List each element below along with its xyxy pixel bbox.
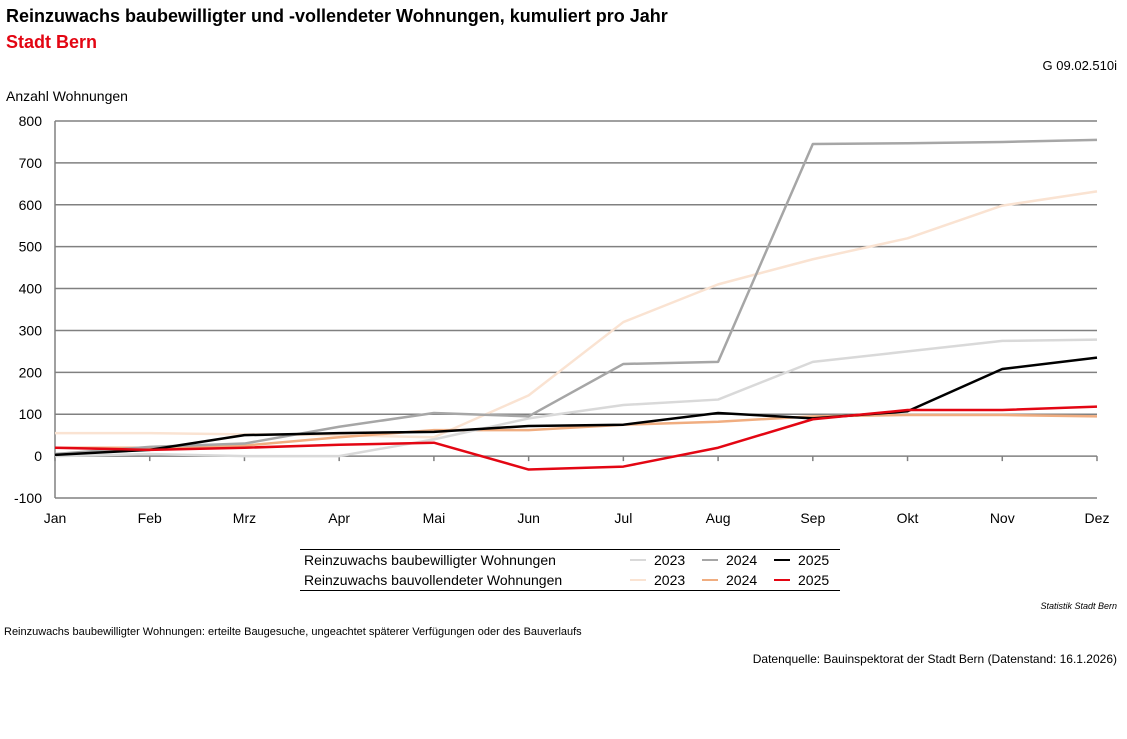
x-tick-label: Jun bbox=[517, 510, 540, 526]
series-line-vollendet-2025 bbox=[54, 405, 1098, 471]
legend-swatch bbox=[774, 559, 790, 561]
x-tick-label: Jan bbox=[44, 510, 67, 526]
legend-entry: 2024 bbox=[696, 572, 768, 588]
x-tick-label: Nov bbox=[990, 510, 1015, 526]
legend-label: 2025 bbox=[798, 572, 830, 588]
legend-swatch bbox=[702, 559, 718, 561]
series-line-bewilligt-2023 bbox=[54, 338, 1098, 458]
legend-entry: 2025 bbox=[768, 552, 840, 568]
legend-group-label: Reinzuwachs baubewilligter Wohnungen bbox=[304, 552, 556, 568]
x-tick-label: Mai bbox=[423, 510, 446, 526]
x-tick-label: Dez bbox=[1085, 510, 1110, 526]
chart-title: Reinzuwachs baubewilligter und -vollende… bbox=[6, 6, 668, 26]
legend-entry: 2025 bbox=[768, 572, 840, 588]
y-tick-label: 100 bbox=[19, 406, 43, 422]
legend-label: 2023 bbox=[654, 572, 686, 588]
y-tick-label: 300 bbox=[19, 322, 43, 338]
x-tick-label: Sep bbox=[800, 510, 825, 526]
legend-entry: 2023 bbox=[624, 552, 696, 568]
footnote: Reinzuwachs baubewilligter Wohnungen: er… bbox=[4, 626, 582, 638]
x-tick-label: Feb bbox=[138, 510, 162, 526]
legend-entry: 2024 bbox=[696, 552, 768, 568]
x-tick-label: Apr bbox=[328, 510, 350, 526]
credit: Statistik Stadt Bern bbox=[1040, 601, 1117, 611]
chart-subtitle: Stadt Bern bbox=[6, 32, 98, 52]
legend-group-label: Reinzuwachs bauvollendeter Wohnungen bbox=[304, 572, 563, 588]
y-tick-label: 600 bbox=[19, 197, 43, 213]
y-tick-label: 800 bbox=[19, 113, 43, 129]
y-tick-label: 400 bbox=[19, 281, 43, 297]
x-tick-label: Aug bbox=[706, 510, 731, 526]
x-tick-label: Mrz bbox=[233, 510, 256, 526]
legend-label: 2025 bbox=[798, 552, 830, 568]
series-line-vollendet-2023 bbox=[55, 190, 1098, 439]
legend-swatch bbox=[630, 559, 646, 561]
legend-swatch bbox=[774, 579, 790, 581]
x-tick-label: Jul bbox=[614, 510, 632, 526]
y-tick-label: -100 bbox=[14, 490, 42, 506]
series-line-bewilligt-2024 bbox=[54, 138, 1098, 456]
y-tick-label: 500 bbox=[19, 239, 43, 255]
y-tick-label: 200 bbox=[19, 364, 43, 380]
legend-swatch bbox=[630, 579, 646, 581]
y-tick-label: 700 bbox=[19, 155, 43, 171]
legend-swatch bbox=[702, 579, 718, 581]
x-tick-label: Okt bbox=[897, 510, 919, 526]
data-source: Datenquelle: Bauinspektorat der Stadt Be… bbox=[752, 652, 1117, 666]
y-tick-label: 0 bbox=[34, 448, 42, 464]
legend-row: Reinzuwachs baubewilligter Wohnungen 2023… bbox=[300, 550, 840, 570]
legend-entry: 2023 bbox=[624, 572, 696, 588]
legend: Reinzuwachs baubewilligter Wohnungen 2023… bbox=[300, 549, 840, 591]
legend-label: 2024 bbox=[726, 572, 758, 588]
legend-label: 2024 bbox=[726, 552, 758, 568]
chart-code: G 09.02.510i bbox=[1042, 58, 1117, 73]
y-axis-label: Anzahl Wohnungen bbox=[6, 88, 128, 104]
series-line-bewilligt-2025 bbox=[54, 356, 1098, 457]
legend-row: Reinzuwachs bauvollendeter Wohnungen 2023… bbox=[300, 570, 840, 590]
legend-label: 2023 bbox=[654, 552, 686, 568]
line-chart: -100 0 100 200 300 400 500 600 700 800 Jan Feb Mrz Ap… bbox=[14, 113, 1110, 526]
series-line-vollendet-2024 bbox=[55, 413, 1098, 449]
